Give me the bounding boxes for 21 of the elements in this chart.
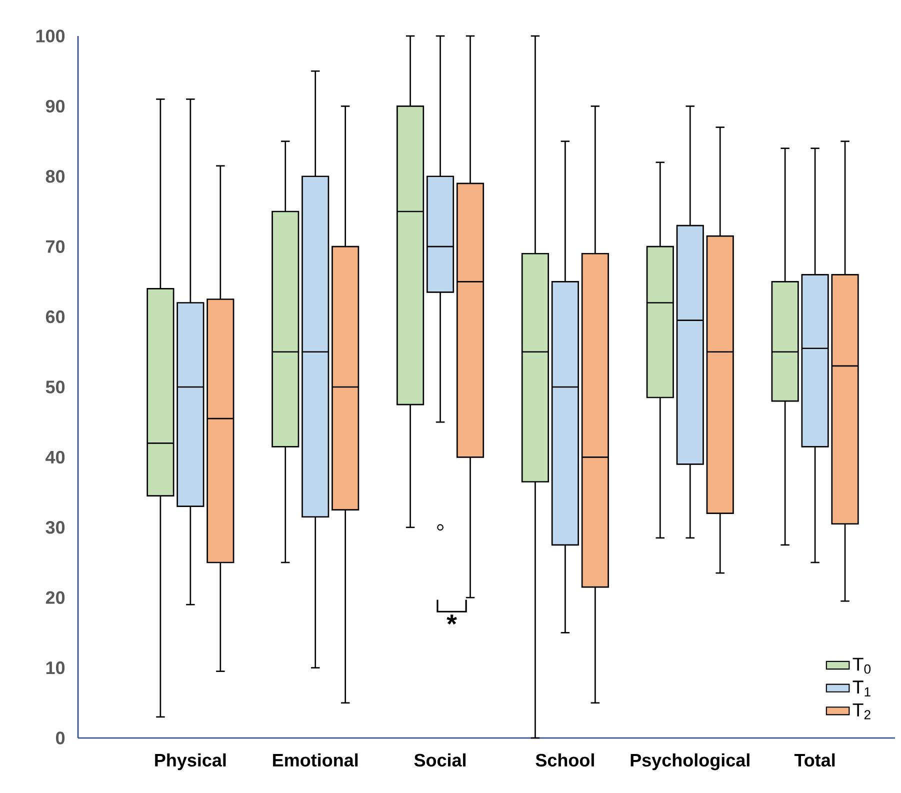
y-tick-label: 10 bbox=[46, 661, 65, 674]
y-tick-label: 50 bbox=[46, 380, 65, 394]
legend-label: T$_{0}$ bbox=[852, 658, 871, 674]
x-tick-label: Physical bbox=[155, 753, 226, 770]
y-tick-label: 20 bbox=[46, 591, 65, 604]
y-tick-label: 60 bbox=[46, 310, 65, 324]
y-tick-label: 80 bbox=[46, 170, 65, 183]
y-tick-label: 40 bbox=[46, 450, 65, 464]
y-tick-label: 70 bbox=[46, 240, 65, 253]
x-tick-label: Emotional bbox=[273, 753, 358, 767]
annotation: * bbox=[446, 614, 457, 625]
legend-label: T$_{1}$ bbox=[852, 680, 870, 696]
x-tick-label: Social bbox=[414, 753, 466, 767]
x-tick-label: Total bbox=[794, 753, 835, 767]
y-tick-label: 90 bbox=[46, 100, 65, 113]
y-tick-label: 30 bbox=[46, 521, 65, 534]
y-tick-label: 0 bbox=[56, 732, 65, 744]
legend-label: T$_{2}$ bbox=[852, 704, 870, 720]
y-tick-label: 100 bbox=[36, 30, 65, 42]
x-tick-label: School bbox=[536, 753, 594, 767]
x-tick-label: Psychological bbox=[630, 753, 750, 770]
